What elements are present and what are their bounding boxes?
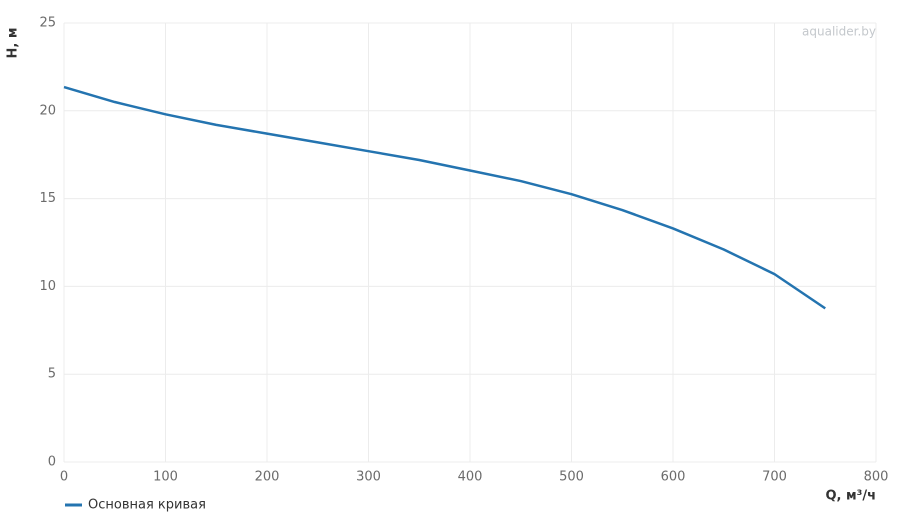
y-tick-label: 15 (39, 191, 56, 206)
y-tick-label: 10 (39, 279, 56, 294)
x-tick-label: 500 (559, 470, 584, 485)
watermark: aqualider.by (802, 25, 876, 39)
x-tick-label: 0 (60, 470, 68, 485)
x-tick-label: 800 (864, 470, 889, 485)
y-tick-label: 5 (48, 367, 56, 382)
y-tick-label: 20 (39, 103, 56, 118)
x-tick-label: 200 (255, 470, 280, 485)
x-tick-label: 400 (458, 470, 483, 485)
x-tick-label: 100 (153, 470, 178, 485)
x-tick-label: 700 (762, 470, 787, 485)
x-axis-label: Q, м³/ч (825, 489, 876, 504)
legend-label: Основная кривая (88, 498, 206, 513)
y-axis-label: H, м (6, 28, 21, 59)
y-tick-label: 25 (39, 16, 56, 31)
x-tick-label: 300 (356, 470, 381, 485)
x-tick-label: 600 (661, 470, 686, 485)
y-tick-label: 0 (48, 455, 56, 470)
data-line (63, 85, 826, 310)
